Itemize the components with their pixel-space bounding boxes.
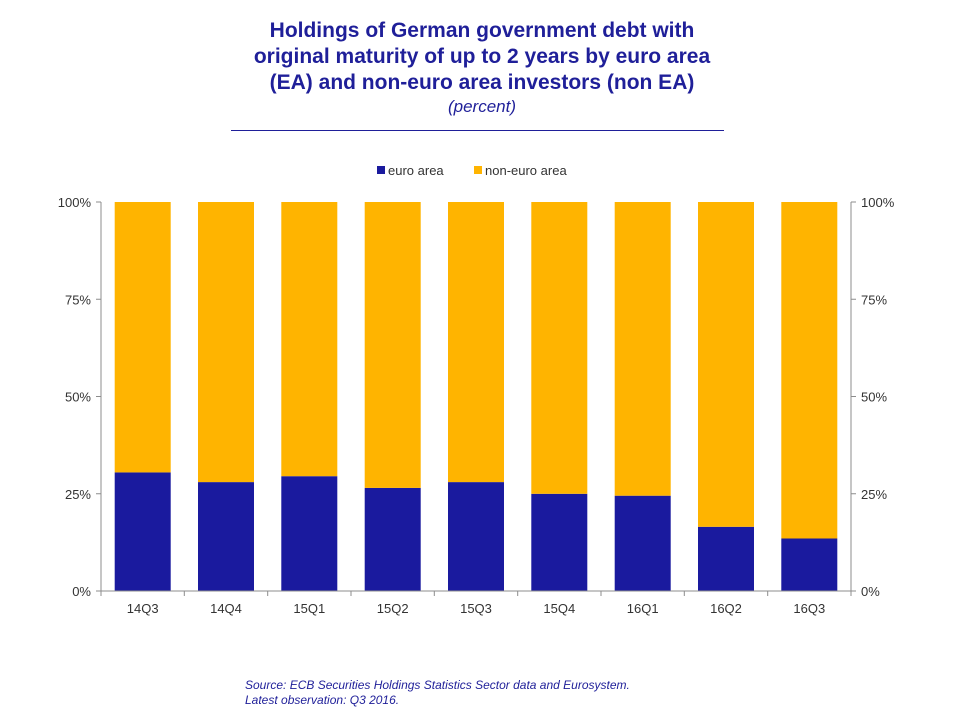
y-tick-label-right: 25%: [861, 487, 887, 502]
chart-title-block: Holdings of German government debt with …: [180, 18, 784, 118]
x-tick-label: 16Q3: [793, 601, 825, 616]
bar-non-euro-area-14Q3: [114, 202, 171, 473]
title-divider: [231, 130, 724, 131]
legend-label-euro-area: euro area: [388, 163, 444, 178]
bar-non-euro-area-16Q2: [698, 202, 754, 527]
y-tick-label-right: 50%: [861, 390, 887, 405]
y-tick-label-left: 75%: [65, 292, 91, 307]
y-tick-label-right: 0%: [861, 584, 880, 599]
bar-euro-area-16Q3: [781, 538, 838, 591]
chart-title-line-3: (EA) and non-euro area investors (non EA…: [269, 71, 695, 94]
bar-euro-area-15Q2: [364, 487, 421, 591]
y-tick-label-left: 25%: [65, 487, 91, 502]
y-tick-label-left: 100%: [58, 195, 92, 210]
x-tick-label: 14Q3: [127, 601, 159, 616]
x-tick-label: 15Q4: [543, 601, 575, 616]
legend-swatch-euro-area: [377, 166, 385, 174]
chart-subtitle: (percent): [447, 97, 517, 116]
bar-non-euro-area-15Q2: [364, 202, 421, 488]
bar-non-euro-area-16Q1: [614, 202, 671, 496]
chart-title-line-2: original maturity of up to 2 years by eu…: [253, 45, 711, 68]
bar-non-euro-area-15Q1: [281, 202, 338, 477]
bar-non-euro-area-14Q4: [198, 202, 254, 483]
y-tick-label-left: 0%: [72, 584, 91, 599]
bar-non-euro-area-16Q3: [781, 202, 838, 539]
x-tick-label: 14Q4: [210, 601, 242, 616]
latest-observation-line: Latest observation: Q3 2016.: [245, 693, 400, 707]
bar-euro-area-16Q2: [698, 526, 754, 591]
y-tick-label-left: 50%: [65, 390, 91, 405]
bar-non-euro-area-15Q3: [448, 202, 504, 483]
legend-label-non-euro-area: non-euro area: [485, 163, 567, 178]
chart-title-line-1: Holdings of German government debt with: [269, 19, 695, 42]
x-tick-label: 15Q1: [293, 601, 325, 616]
x-tick-label: 15Q3: [460, 601, 492, 616]
bar-euro-area-14Q3: [114, 472, 171, 591]
bar-euro-area-15Q3: [448, 482, 504, 591]
x-tick-label: 16Q1: [627, 601, 659, 616]
bar-non-euro-area-15Q4: [531, 202, 588, 494]
bar-euro-area-15Q4: [531, 493, 588, 592]
source-note: Source: ECB Securities Holdings Statisti…: [245, 678, 630, 708]
legend-swatch-non-euro-area: [474, 166, 482, 174]
bar-euro-area-15Q1: [281, 476, 338, 591]
x-tick-label: 15Q2: [377, 601, 409, 616]
source-line: Source: ECB Securities Holdings Statisti…: [245, 678, 630, 692]
bar-euro-area-14Q4: [198, 482, 254, 591]
bar-euro-area-16Q1: [614, 495, 671, 591]
y-tick-label-right: 75%: [861, 292, 887, 307]
y-tick-label-right: 100%: [861, 195, 895, 210]
x-tick-label: 16Q2: [710, 601, 742, 616]
